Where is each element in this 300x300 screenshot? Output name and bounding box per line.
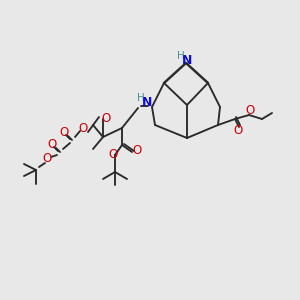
Text: O: O	[245, 103, 255, 116]
Text: O: O	[108, 148, 118, 160]
Text: O: O	[101, 112, 111, 124]
Text: O: O	[132, 143, 142, 157]
Text: O: O	[47, 137, 57, 151]
Text: H: H	[137, 93, 145, 103]
Text: N: N	[142, 95, 152, 109]
Text: O: O	[78, 122, 88, 136]
Text: N: N	[182, 53, 192, 67]
Text: O: O	[59, 125, 69, 139]
Text: O: O	[42, 152, 52, 166]
Text: H: H	[177, 51, 185, 61]
Text: O: O	[233, 124, 243, 137]
